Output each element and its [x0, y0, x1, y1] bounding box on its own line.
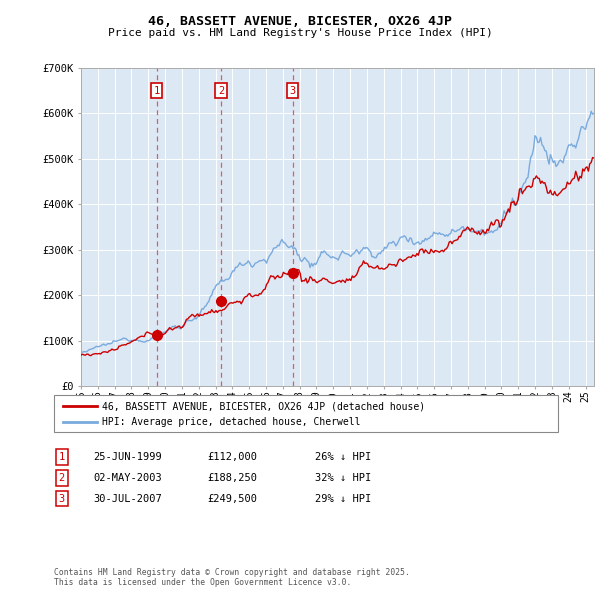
Text: 1: 1: [59, 453, 65, 462]
Text: 46, BASSETT AVENUE, BICESTER, OX26 4JP: 46, BASSETT AVENUE, BICESTER, OX26 4JP: [148, 15, 452, 28]
Text: 46, BASSETT AVENUE, BICESTER, OX26 4JP (detached house): 46, BASSETT AVENUE, BICESTER, OX26 4JP (…: [102, 401, 425, 411]
Text: £112,000: £112,000: [207, 453, 257, 462]
Text: HPI: Average price, detached house, Cherwell: HPI: Average price, detached house, Cher…: [102, 417, 361, 427]
Text: 32% ↓ HPI: 32% ↓ HPI: [315, 473, 371, 483]
Text: 3: 3: [59, 494, 65, 503]
Text: £249,500: £249,500: [207, 494, 257, 503]
Text: 02-MAY-2003: 02-MAY-2003: [93, 473, 162, 483]
Text: 2: 2: [59, 473, 65, 483]
Text: £188,250: £188,250: [207, 473, 257, 483]
Text: 30-JUL-2007: 30-JUL-2007: [93, 494, 162, 503]
Text: 3: 3: [290, 86, 296, 96]
Text: 25-JUN-1999: 25-JUN-1999: [93, 453, 162, 462]
Text: 29% ↓ HPI: 29% ↓ HPI: [315, 494, 371, 503]
Text: 2: 2: [218, 86, 224, 96]
Text: 1: 1: [154, 86, 160, 96]
Text: Contains HM Land Registry data © Crown copyright and database right 2025.
This d: Contains HM Land Registry data © Crown c…: [54, 568, 410, 587]
Text: 26% ↓ HPI: 26% ↓ HPI: [315, 453, 371, 462]
Text: Price paid vs. HM Land Registry's House Price Index (HPI): Price paid vs. HM Land Registry's House …: [107, 28, 493, 38]
